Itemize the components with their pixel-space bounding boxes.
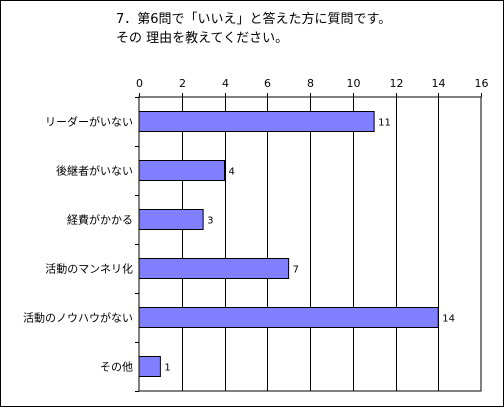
x-tick-label: 12 xyxy=(390,77,404,90)
x-tick-label: 14 xyxy=(432,77,446,90)
category-label: リーダーがいない xyxy=(45,115,133,129)
chart-title-line-1: 7．第6問で「いいえ」と答えた方に質問です。 xyxy=(116,12,392,27)
x-tick-label: 6 xyxy=(264,77,271,90)
x-tick-label: 4 xyxy=(222,77,229,90)
bar xyxy=(138,111,375,132)
x-tick-label: 0 xyxy=(136,77,143,90)
data-label: 7 xyxy=(293,265,299,276)
category-label: 活動のノウハウがない xyxy=(23,311,133,325)
bar xyxy=(138,307,439,328)
x-tick-label: 2 xyxy=(179,77,186,90)
category-label: その他 xyxy=(100,361,133,374)
data-label: 4 xyxy=(229,167,235,178)
bar xyxy=(138,209,204,230)
chart-title-line-2: その 理由を教えてください。 xyxy=(116,31,289,46)
category-label: 活動のマンネリ化 xyxy=(45,262,133,276)
data-label: 11 xyxy=(378,118,391,129)
category-label: 後継者がいない xyxy=(56,164,133,178)
data-label: 3 xyxy=(207,216,213,227)
data-label: 1 xyxy=(164,363,170,374)
bar xyxy=(138,356,161,377)
chart-title: 7．第6問で「いいえ」と答えた方に質問です。 その 理由を教えてください。 xyxy=(116,10,391,48)
data-label: 14 xyxy=(442,314,455,325)
x-tick-label: 8 xyxy=(307,77,314,90)
bar xyxy=(138,160,225,181)
x-tick-label: 10 xyxy=(347,77,361,90)
bar xyxy=(138,258,290,279)
category-label: 経費がかかる xyxy=(67,213,133,227)
x-tick-label: 16 xyxy=(475,77,489,90)
